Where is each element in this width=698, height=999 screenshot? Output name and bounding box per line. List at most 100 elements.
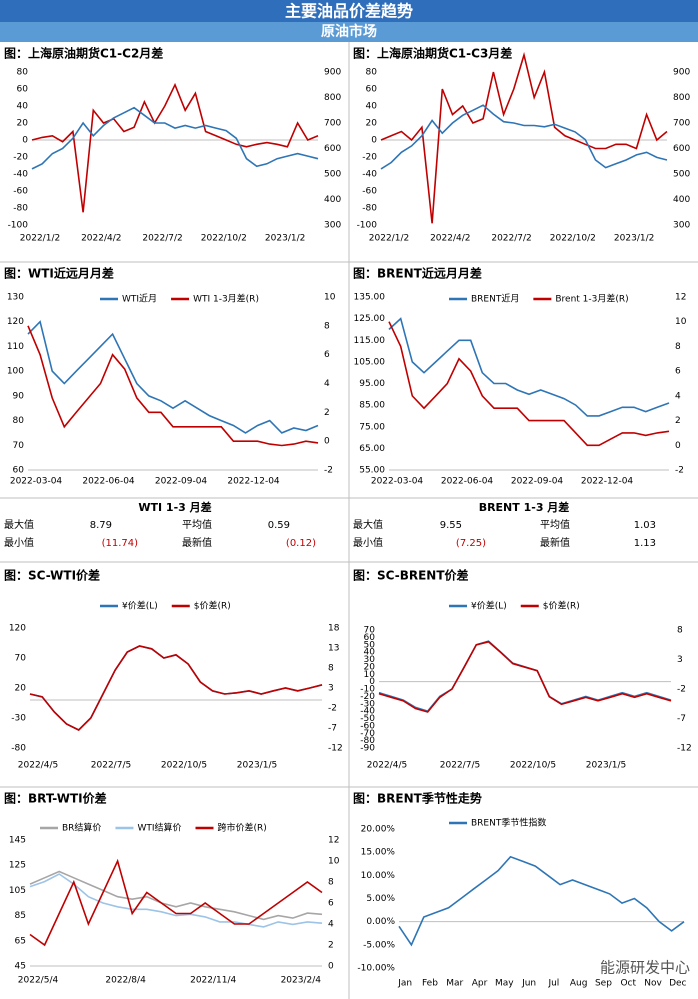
series-line xyxy=(27,325,319,447)
y2-tick-label: 0 xyxy=(324,437,330,447)
y2-tick-label: 8 xyxy=(324,321,330,331)
y-tick-label: -40 xyxy=(362,170,377,180)
y-tick-label: 60 xyxy=(13,466,25,476)
x-tick-label: 2022/7/2 xyxy=(142,234,182,244)
y2-tick-label: 12 xyxy=(328,836,339,846)
series-line xyxy=(27,320,319,434)
x-tick-label: 2022/4/2 xyxy=(81,234,121,244)
chart-title: 图：上海原油期货C1-C2月差 xyxy=(4,46,163,61)
x-tick-label: 2022/10/5 xyxy=(161,761,207,771)
x-tick-label: 2022/5/4 xyxy=(18,976,59,986)
x-tick-label: 2022/4/5 xyxy=(18,761,58,771)
y2-tick-label: 4 xyxy=(675,391,681,401)
y-tick-label: -10 xyxy=(360,685,375,695)
y2-tick-label: 18 xyxy=(328,624,340,634)
x-tick-label: 2023/1/5 xyxy=(586,761,626,771)
legend-label: WTI近月 xyxy=(122,293,157,305)
y-tick-label: 145 xyxy=(9,836,26,846)
y2-tick-label: 800 xyxy=(324,93,341,103)
y-tick-label: 110 xyxy=(7,342,24,352)
y-tick-label: 135.00 xyxy=(354,293,386,303)
stat-value: 8.79 xyxy=(90,520,112,531)
stats-title: WTI 1-3 月差 xyxy=(138,500,211,514)
section-bar xyxy=(0,22,698,42)
y-tick-label: 40 xyxy=(366,102,378,112)
x-tick-label: 2022-09-04 xyxy=(511,477,564,487)
stat-label: 最小值 xyxy=(4,536,34,549)
x-tick-label: Oct xyxy=(620,979,636,989)
y-tick-label: 65.00 xyxy=(359,444,385,454)
series-line xyxy=(388,317,670,417)
series-line xyxy=(398,855,685,947)
x-tick-label: Nov xyxy=(644,979,662,989)
y2-tick-label: -2 xyxy=(324,466,333,476)
series-line xyxy=(29,873,323,928)
chart-title: 图：WTI近远月月差 xyxy=(4,266,114,281)
x-tick-label: 2022/10/2 xyxy=(550,234,596,244)
y-tick-label: 80 xyxy=(13,416,25,426)
x-tick-label: 2022/7/2 xyxy=(491,234,531,244)
stat-label: 最大值 xyxy=(353,518,383,531)
y-tick-label: -80 xyxy=(13,204,28,214)
y2-tick-label: 300 xyxy=(324,221,341,231)
chart-title: 图：BRENT近远月月差 xyxy=(353,266,482,281)
stat-label: 平均值 xyxy=(182,518,212,531)
y-tick-label: 60 xyxy=(366,85,378,95)
chart-title: 图：SC-BRENT价差 xyxy=(353,568,469,583)
series-line xyxy=(29,870,323,921)
series-line xyxy=(380,51,668,224)
x-tick-label: 2022/10/2 xyxy=(201,234,247,244)
y-tick-label: 20 xyxy=(15,684,27,694)
y-tick-label: 45 xyxy=(15,962,26,972)
x-tick-label: Jan xyxy=(397,979,412,989)
y2-tick-label: 700 xyxy=(324,119,341,129)
y2-tick-label: 6 xyxy=(675,367,681,377)
y-tick-label: 0 xyxy=(371,136,377,146)
legend-label: ¥价差(L) xyxy=(122,600,158,612)
x-tick-label: 2022/4/5 xyxy=(367,761,407,771)
y-tick-label: 90 xyxy=(13,391,25,401)
x-tick-label: 2022/4/2 xyxy=(430,234,470,244)
y2-tick-label: 500 xyxy=(673,170,690,180)
x-tick-label: 2023/2/4 xyxy=(281,976,322,986)
y2-tick-label: 4 xyxy=(328,920,334,930)
legend-label: $价差(R) xyxy=(543,600,580,612)
legend-label: 跨市价差(R) xyxy=(218,822,267,834)
y-tick-label: -100 xyxy=(357,221,378,231)
y2-tick-label: 300 xyxy=(673,221,690,231)
y2-tick-label: 600 xyxy=(324,144,341,154)
chart-title: 图：BRT-WTI价差 xyxy=(4,791,107,806)
x-tick-label: Apr xyxy=(472,979,488,989)
y2-tick-label: 8 xyxy=(328,664,334,674)
y-tick-label: -20 xyxy=(360,692,375,702)
y2-tick-label: 8 xyxy=(328,878,334,888)
y-tick-label: 70 xyxy=(13,441,25,451)
stats-title: BRENT 1-3 月差 xyxy=(479,500,570,514)
x-tick-label: 2022/8/4 xyxy=(105,976,146,986)
stat-value: 9.55 xyxy=(440,520,462,531)
y-tick-label: -60 xyxy=(362,187,377,197)
y2-tick-label: 13 xyxy=(328,644,339,654)
legend-label: BR结算价 xyxy=(62,822,101,834)
x-tick-label: Jul xyxy=(547,979,559,989)
y2-tick-label: 700 xyxy=(673,119,690,129)
y-tick-label: 10 xyxy=(364,670,376,680)
y2-tick-label: 400 xyxy=(324,195,341,205)
stat-label: 最新值 xyxy=(182,536,212,549)
y-tick-label: 20 xyxy=(364,662,376,672)
x-tick-label: 2022/1/2 xyxy=(20,234,60,244)
x-tick-label: Dec xyxy=(669,979,686,989)
series-line xyxy=(29,858,323,947)
y2-tick-label: 10 xyxy=(324,293,336,303)
x-tick-label: 2022-03-04 xyxy=(371,477,424,487)
y2-tick-label: 12 xyxy=(675,293,686,303)
x-tick-label: Jun xyxy=(521,979,536,989)
x-tick-label: 2022/7/5 xyxy=(440,761,480,771)
y-tick-label: 10.00% xyxy=(361,871,396,881)
y-tick-label: 0 xyxy=(369,677,375,687)
legend-label: BRENT季节性指数 xyxy=(471,817,546,829)
y-tick-label: 85 xyxy=(15,911,26,921)
y2-tick-label: -7 xyxy=(328,724,337,734)
y-tick-label: 75.00 xyxy=(359,422,385,432)
y-tick-label: -100 xyxy=(8,221,29,231)
